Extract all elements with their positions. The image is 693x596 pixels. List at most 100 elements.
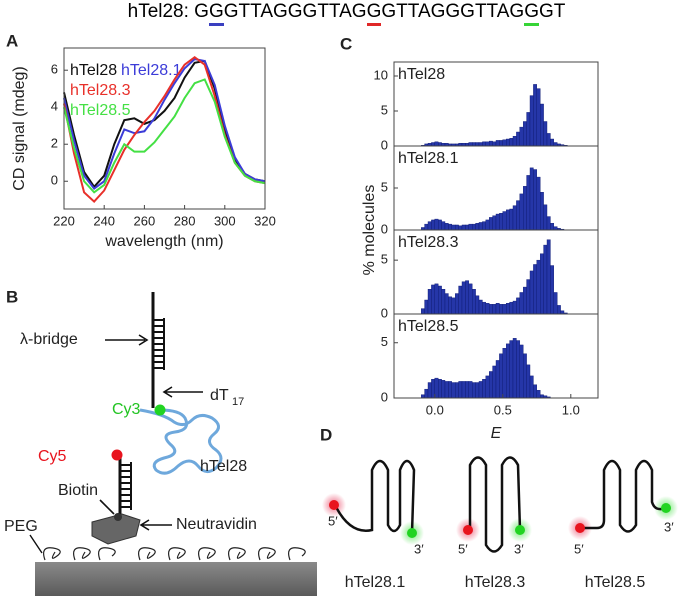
construct-name: hTel28.5: [585, 574, 646, 591]
histogram-bar: [526, 112, 531, 147]
dye: [407, 528, 417, 538]
panel-label: B: [6, 287, 18, 306]
histogram-bar: [543, 244, 548, 315]
subplot-title: hTel28.1: [398, 150, 459, 167]
sequence-segment: G: [524, 1, 539, 26]
histogram-bar: [502, 211, 507, 231]
histogram-bar: [519, 344, 524, 399]
histogram-bar: [458, 381, 463, 399]
htel-label: hTel28: [200, 458, 247, 475]
histogram-bar: [455, 224, 459, 231]
histogram-bar: [482, 379, 486, 399]
histogram-bar: [506, 303, 510, 315]
end-label: 5′: [574, 541, 584, 556]
histogram-bar: [427, 289, 432, 315]
x-tick-label: 0.5: [494, 402, 512, 417]
histogram-bar: [502, 139, 507, 147]
y-tick-label: 5: [381, 179, 388, 194]
arrow: [139, 519, 172, 531]
histogram-bar: [485, 303, 490, 315]
histogram-bar: [536, 390, 541, 399]
histogram-bar: [516, 131, 521, 147]
y-tick-label: 10: [374, 67, 388, 82]
legend-entry: hTel28: [70, 62, 117, 79]
y-tick-label: 5: [381, 102, 388, 117]
histogram-bar: [444, 381, 449, 399]
histogram-bar: [553, 142, 558, 147]
cd-line: [63, 78, 266, 194]
histogram-bar: [438, 219, 442, 231]
histogram-bar: [472, 289, 476, 315]
histogram-bar: [512, 205, 517, 231]
y-tick-label: 0: [381, 221, 388, 236]
sequence-prefix: hTel28:: [127, 1, 195, 22]
histogram-bar: [492, 141, 497, 147]
histogram-bar: [502, 348, 507, 399]
histogram-bar: [431, 379, 435, 399]
histogram-bar: [461, 381, 466, 399]
x-tick-label: 240: [93, 213, 115, 228]
sequence-segment: G: [208, 1, 224, 26]
x-axis-label: wavelength (nm): [104, 233, 223, 250]
construct-name: hTel28.1: [345, 574, 406, 591]
histogram-bar: [434, 377, 439, 399]
histogram-bar: [540, 103, 544, 147]
dye: [661, 503, 671, 513]
end-label: 5′: [458, 541, 468, 556]
histogram-bar: [529, 270, 534, 315]
histogram-bar: [475, 223, 480, 231]
histogram-bar: [485, 141, 490, 147]
y-tick-label: 5: [381, 252, 388, 267]
histogram-bar: [489, 217, 493, 231]
y-tick-label: 0: [381, 137, 388, 152]
biotin: [114, 513, 122, 521]
histogram-bar: [516, 200, 521, 231]
neutravidin-label: Neutravidin: [176, 516, 257, 533]
histogram-bar: [536, 259, 541, 315]
y-tick-label: 5: [381, 334, 388, 349]
histogram-bar: [441, 289, 446, 315]
histogram-bar: [533, 384, 538, 399]
histogram-bar: [461, 224, 466, 231]
histogram-bar: [468, 223, 473, 231]
histogram-bar: [448, 296, 452, 315]
histogram-bar: [489, 304, 493, 315]
histogram-bar: [472, 142, 476, 147]
end-label: 5′: [328, 513, 338, 528]
histogram-bar: [438, 379, 442, 399]
neutravidin: [91, 513, 141, 545]
histogram-bar: [458, 225, 463, 231]
x-tick-label: 220: [53, 213, 75, 228]
panel-d: D 5′ 3′ hTel28.1 5′ 3′ hTel28.3 5′ 3′ hT…: [320, 425, 678, 591]
legend-entry: hTel28.3: [70, 82, 131, 99]
histogram-bar: [533, 169, 538, 231]
y-tick-label: 6: [51, 62, 58, 77]
dye: [463, 525, 473, 535]
histogram-bar: [431, 142, 435, 147]
histogram-bar: [461, 281, 466, 315]
histogram-bar: [523, 353, 527, 399]
histogram-bar: [519, 126, 524, 147]
histogram-bar: [509, 301, 514, 315]
histogram-bar: [451, 224, 456, 231]
cy3-label: Cy3: [112, 401, 141, 418]
histogram-bar: [533, 264, 538, 315]
histogram-bar: [495, 140, 500, 147]
x-tick-label: 260: [134, 213, 156, 228]
histogram-bar: [448, 381, 452, 399]
histogram-bar: [427, 221, 432, 231]
sequence-segment: GTTAGGGTTAG: [381, 1, 525, 22]
hairpin: [468, 456, 522, 553]
histogram-bar: [553, 292, 558, 315]
histogram-bar: [478, 299, 483, 315]
histogram-bar: [529, 375, 534, 399]
end-label: 3′: [664, 519, 674, 534]
histogram-bar: [485, 375, 490, 399]
histogram-bar: [533, 84, 538, 147]
biotin-label: Biotin: [58, 482, 98, 499]
x-tick-label: 320: [254, 213, 276, 228]
histogram-bar: [516, 340, 521, 399]
y-tick-label: 2: [51, 136, 58, 151]
panel-label: A: [6, 31, 18, 50]
y-tick-label: 0: [51, 173, 58, 188]
